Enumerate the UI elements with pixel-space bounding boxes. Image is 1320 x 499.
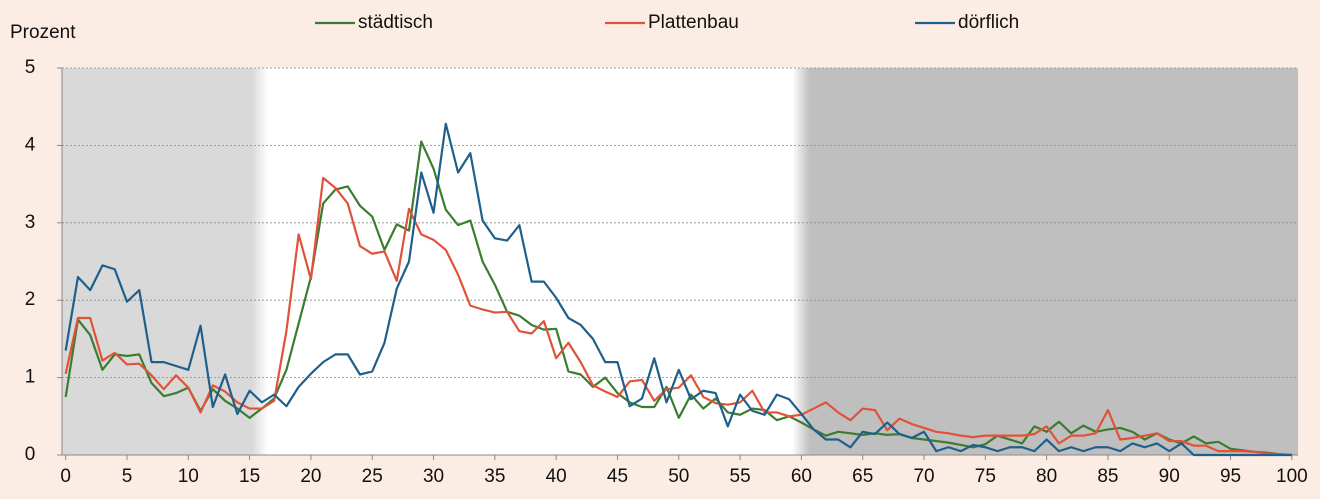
x-tick-label: 20 xyxy=(300,466,321,487)
x-tick-label: 80 xyxy=(1036,466,1057,487)
x-tick-label: 5 xyxy=(122,466,133,487)
x-tick-label: 10 xyxy=(178,466,199,487)
y-tick-label: 0 xyxy=(25,444,36,465)
shade-left xyxy=(62,68,252,455)
legend-label: dörflich xyxy=(958,12,1019,33)
x-tick-label: 0 xyxy=(60,466,71,487)
y-tick-label: 4 xyxy=(25,134,36,155)
y-tick-label: 3 xyxy=(25,212,36,233)
x-tick-label: 30 xyxy=(423,466,444,487)
x-tick-label: 75 xyxy=(975,466,996,487)
x-tick-label: 35 xyxy=(484,466,505,487)
legend-label: städtisch xyxy=(358,12,433,33)
y-axis-label: Prozent xyxy=(10,22,76,43)
x-tick-label: 95 xyxy=(1220,466,1241,487)
x-tick-label: 55 xyxy=(730,466,751,487)
x-tick-label: 65 xyxy=(852,466,873,487)
x-tick-label: 70 xyxy=(913,466,934,487)
x-tick-label: 85 xyxy=(1097,466,1118,487)
line-series xyxy=(64,140,1292,457)
y-tick-label: 1 xyxy=(25,367,36,388)
y-tick-label: 5 xyxy=(25,57,36,78)
line-series xyxy=(64,176,1292,457)
y-tick-label: 2 xyxy=(25,289,36,310)
x-tick-label: 100 xyxy=(1276,466,1308,487)
x-tick-label: 60 xyxy=(791,466,812,487)
x-tick-label: 25 xyxy=(362,466,383,487)
shade-left-fade xyxy=(252,68,268,455)
x-tick-label: 45 xyxy=(607,466,628,487)
shade-right-fade xyxy=(792,68,810,455)
shade-right xyxy=(810,68,1298,455)
x-tick-label: 15 xyxy=(239,466,260,487)
line-series xyxy=(64,122,1292,457)
x-tick-label: 90 xyxy=(1159,466,1180,487)
x-tick-label: 40 xyxy=(546,466,567,487)
legend-label: Plattenbau xyxy=(648,12,739,33)
x-tick-label: 50 xyxy=(668,466,689,487)
